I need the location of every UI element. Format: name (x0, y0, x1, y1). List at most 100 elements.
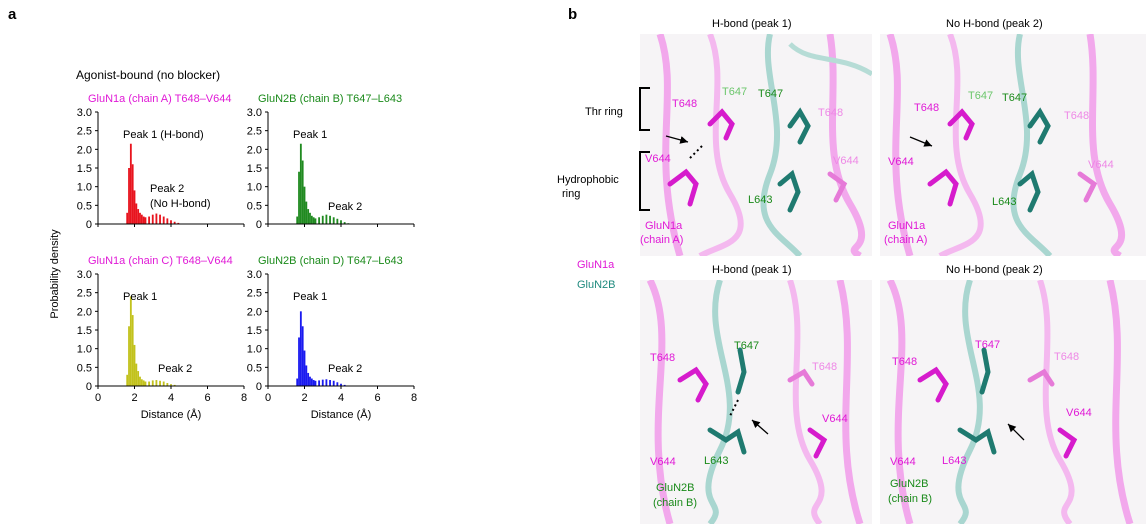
condition-label: Agonist-bound (no blocker) (76, 68, 221, 82)
histogram-bar (340, 383, 342, 386)
histogram-bar (173, 384, 176, 386)
histogram-bar (314, 218, 317, 224)
histogram-bar (303, 350, 306, 386)
y-tick-label: 1.5 (77, 325, 92, 337)
y-tick-label: 0.5 (247, 200, 262, 212)
bl-v644-right-label: V644 (822, 413, 848, 425)
histogram-bar (129, 296, 132, 386)
histogram-bar (139, 376, 141, 386)
title-top-right: No H-bond (peak 2) (946, 18, 1043, 30)
histogram-bar (166, 383, 169, 386)
histogram-bar (309, 376, 311, 386)
br-t648-faint-label: T648 (1054, 351, 1080, 363)
histogram-bar (336, 218, 339, 224)
bl-chain-label-2: (chain B) (653, 497, 698, 509)
histogram-bar (332, 380, 335, 386)
br-t648-label: T648 (892, 356, 918, 368)
peak2-label-2: (No H-bond) (150, 198, 211, 210)
y-tick-label: 3.0 (77, 269, 92, 281)
histogram-bar (144, 217, 147, 224)
histogram-bar (310, 378, 313, 386)
histogram-bar (321, 215, 324, 224)
y-tick-label: 3.0 (77, 107, 92, 119)
histogram-bar (343, 222, 346, 224)
histogram-bar (128, 168, 130, 224)
peak2-label: Peak 2 (328, 363, 362, 375)
y-tick-label: 0 (86, 219, 92, 231)
peak1-label: Peak 1 (H-bond) (123, 129, 204, 141)
br-l643-label: L643 (942, 455, 967, 467)
br-chain-label-1: GluN2B (890, 478, 929, 490)
y-tick-label: 1.0 (247, 182, 262, 194)
subplot-title: GluN2B (chain B) T647–L643 (258, 93, 402, 105)
peak2-label: Peak 2 (150, 183, 184, 195)
histogram-bar (166, 218, 169, 224)
x-tick-label: 6 (374, 392, 380, 404)
bl-chain-label-1: GluN2B (656, 482, 695, 494)
histogram-bar (305, 201, 308, 224)
structure-bottom-right (880, 280, 1146, 524)
br-v644-label: V644 (890, 456, 916, 468)
bl-l643-label: L643 (704, 455, 729, 467)
y-tick-label: 2.5 (77, 288, 92, 300)
tr-t648-label: T648 (914, 102, 940, 114)
peak1-label: Peak 1 (123, 291, 157, 303)
histogram-bar (137, 209, 140, 224)
histogram-bar (151, 380, 154, 386)
tl-t647-faint-label: T647 (722, 86, 748, 98)
tl-v644-label: V644 (645, 153, 671, 165)
histogram-bar (131, 164, 134, 224)
histogram-bar (332, 217, 335, 224)
panel-b-letter: b (568, 6, 578, 23)
x-tick-label: 2 (131, 392, 137, 404)
histogram-bar (144, 381, 147, 386)
histogram-bar (307, 209, 310, 224)
tl-t648-label: T648 (672, 98, 698, 110)
bl-t647-label: T647 (734, 340, 760, 352)
bl-t648-label: T648 (650, 352, 676, 364)
tr-v644-label: V644 (888, 156, 914, 168)
title-bottom-right: No H-bond (peak 2) (946, 264, 1043, 276)
histogram-bar (325, 214, 328, 224)
histogram-bar (133, 344, 136, 386)
histogram-bar (148, 381, 151, 386)
tr-t647-label: T647 (1002, 92, 1028, 104)
histogram-bar (151, 214, 154, 224)
histogram-bar (296, 378, 299, 386)
peak2-label: Peak 2 (328, 201, 362, 213)
histogram-bar (318, 380, 321, 386)
histogram-bar (135, 363, 138, 386)
subplot-title: GluN1a (chain C) T648–V644 (88, 255, 233, 267)
title-bottom-left: H-bond (peak 1) (712, 264, 792, 276)
br-chain-label-2: (chain B) (888, 493, 933, 505)
y-tick-label: 1.5 (77, 163, 92, 175)
y-axis-title: Probability density (49, 229, 61, 319)
x-tick-label: 2 (301, 392, 307, 404)
histogram-bar (336, 382, 339, 386)
tl-l643-label: L643 (748, 194, 773, 206)
bl-v644-label: V644 (650, 456, 676, 468)
histogram-bar (329, 215, 331, 224)
legend-glun2b: GluN2B (577, 279, 616, 291)
tr-t648-faint-label: T648 (1064, 110, 1090, 122)
subplot-title: GluN1a (chain A) T648–V644 (88, 93, 232, 105)
histogram-bar (140, 214, 143, 224)
histogram-bar (170, 220, 172, 224)
histogram-bar (307, 372, 310, 386)
histogram-bar (126, 212, 129, 224)
peak1-label: Peak 1 (293, 129, 327, 141)
histogram-bar (299, 311, 302, 386)
histogram-bar (173, 221, 176, 224)
histogram-bar (177, 222, 180, 224)
histogram-bar (298, 171, 300, 224)
tl-chain-label-2: (chain A) (640, 234, 684, 246)
tr-chain-label-1: GluN1a (888, 220, 926, 232)
y-tick-label: 2.0 (247, 306, 262, 318)
tr-t647-faint-label: T647 (968, 90, 994, 102)
y-tick-label: 0.5 (77, 362, 92, 374)
y-tick-label: 1.5 (247, 325, 262, 337)
thr-ring-label: Thr ring (585, 106, 623, 118)
histogram-bar (321, 379, 324, 386)
histogram-bar (162, 381, 165, 386)
structure-top-right-art (886, 34, 1125, 256)
